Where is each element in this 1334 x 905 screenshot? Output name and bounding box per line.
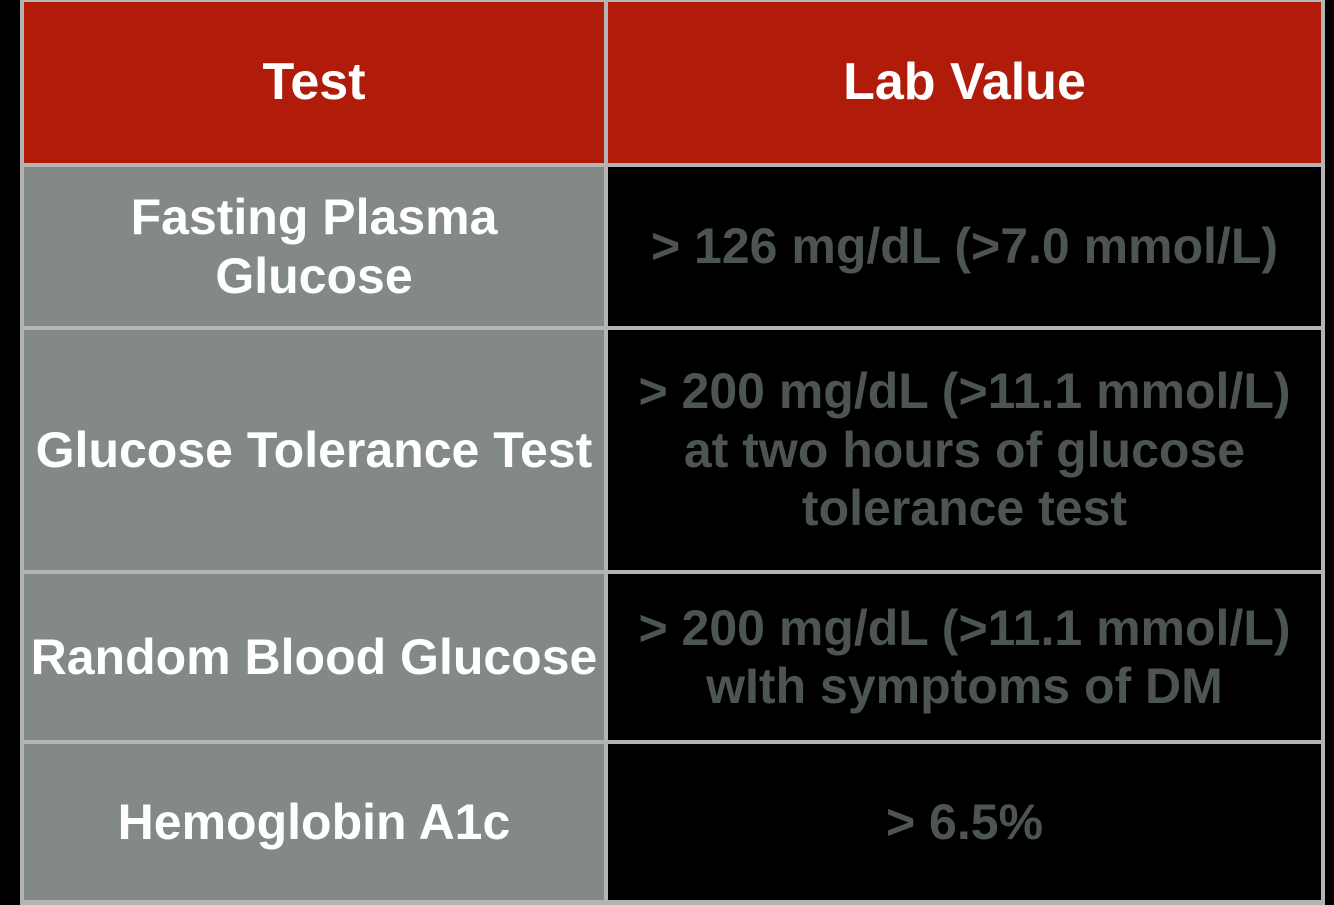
test-cell-hemoglobin-a1c: Hemoglobin A1c: [24, 744, 604, 900]
test-cell-fasting-plasma-glucose: Fasting Plasma Glucose: [24, 167, 604, 326]
test-cell-glucose-tolerance-test: Glucose Tolerance Test: [24, 330, 604, 570]
lab-value-cell-random-blood-glucose: > 200 mg/dL (>11.1 mmol/L) wIth symptoms…: [608, 574, 1321, 740]
column-header-test: Test: [24, 2, 604, 163]
lab-value-cell-glucose-tolerance-test: > 200 mg/dL (>11.1 mmol/L) at two hours …: [608, 330, 1321, 570]
lab-value-cell-fasting-plasma-glucose: > 126 mg/dL (>7.0 mmol/L): [608, 167, 1321, 326]
diabetes-diagnostic-criteria-table: Test Lab Value Fasting Plasma Glucose > …: [20, 0, 1325, 905]
test-cell-random-blood-glucose: Random Blood Glucose: [24, 574, 604, 740]
lab-value-cell-hemoglobin-a1c: > 6.5%: [608, 744, 1321, 900]
column-header-lab-value: Lab Value: [608, 2, 1321, 163]
